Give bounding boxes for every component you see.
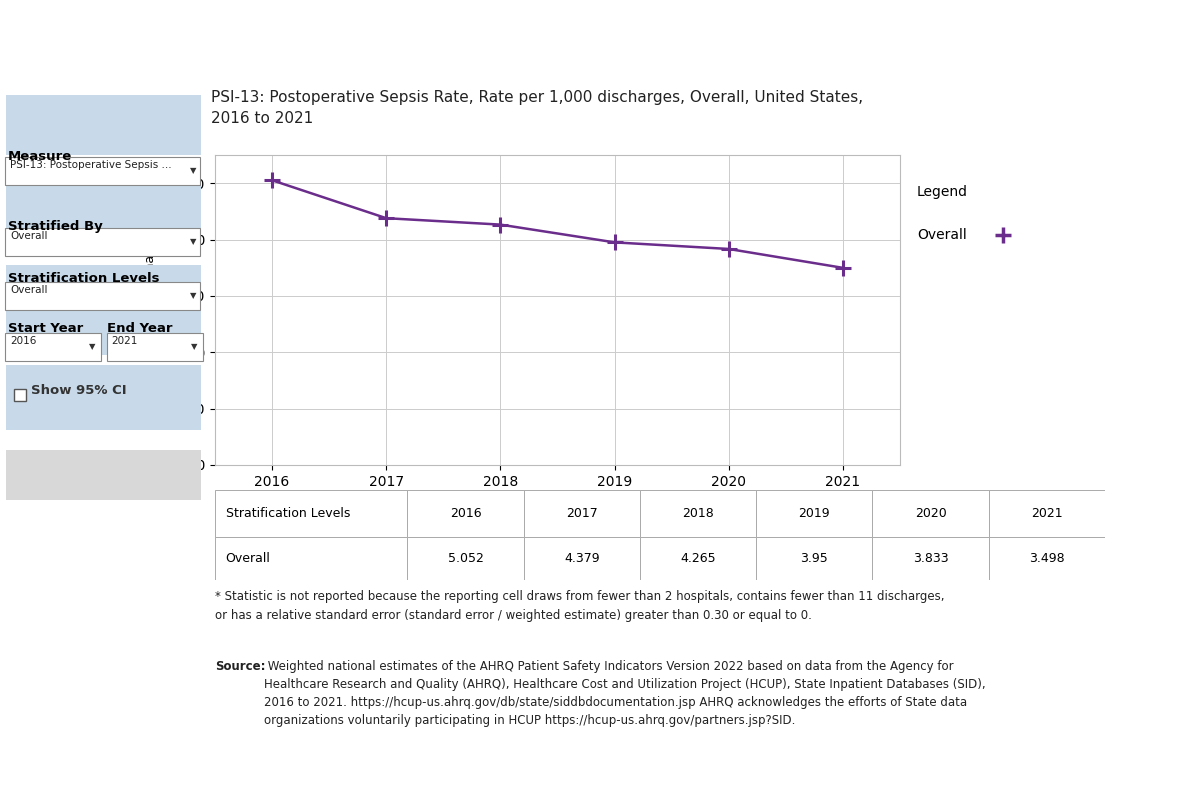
Bar xyxy=(408,537,524,580)
Text: Hospital Patient Safety Indicators: Hospital Patient Safety Indicators xyxy=(393,15,792,35)
Text: 2016: 2016 xyxy=(449,507,481,520)
Bar xyxy=(640,490,756,537)
Bar xyxy=(214,537,408,580)
Bar xyxy=(408,490,524,537)
Bar xyxy=(5,157,200,185)
Text: PSI-13: Postoperative Sepsis ...: PSI-13: Postoperative Sepsis ... xyxy=(9,160,172,170)
Text: Measure: Measure xyxy=(8,150,72,163)
Bar xyxy=(988,490,1104,537)
Bar xyxy=(872,490,988,537)
Bar xyxy=(14,389,26,401)
Text: 2018: 2018 xyxy=(683,507,713,520)
Text: 4.265: 4.265 xyxy=(680,552,716,565)
Text: Start Year: Start Year xyxy=(8,322,83,335)
Text: Overall: Overall xyxy=(917,228,967,242)
Bar xyxy=(5,228,200,256)
Text: 2021: 2021 xyxy=(111,336,139,346)
Text: 2017: 2017 xyxy=(566,507,597,520)
Text: 2021: 2021 xyxy=(1031,507,1063,520)
Bar xyxy=(872,537,988,580)
Text: Source:: Source: xyxy=(214,660,265,673)
Text: Legend: Legend xyxy=(917,185,968,199)
Text: End Year: End Year xyxy=(107,322,172,335)
Bar xyxy=(640,537,756,580)
Text: ▼: ▼ xyxy=(190,292,197,301)
Text: Overall: Overall xyxy=(9,285,47,295)
Text: * Statistic is not reported because the reporting cell draws from fewer than 2 h: * Statistic is not reported because the … xyxy=(214,590,944,622)
Text: ▼: ▼ xyxy=(190,237,197,247)
Text: Overall: Overall xyxy=(225,552,270,565)
Text: Stratified By: Stratified By xyxy=(8,220,103,233)
Bar xyxy=(214,490,408,537)
Text: 3.95: 3.95 xyxy=(800,552,828,565)
Text: 2020: 2020 xyxy=(915,507,947,520)
Bar xyxy=(107,333,203,361)
Bar xyxy=(5,282,200,310)
Text: 2016: 2016 xyxy=(9,336,37,346)
Bar xyxy=(524,490,640,537)
Text: Weighted national estimates of the AHRQ Patient Safety Indicators Version 2022 b: Weighted national estimates of the AHRQ … xyxy=(264,660,986,727)
Bar xyxy=(5,333,101,361)
Text: 2019: 2019 xyxy=(799,507,831,520)
Bar xyxy=(988,537,1104,580)
Text: Show 95% CI: Show 95% CI xyxy=(31,384,127,397)
Bar xyxy=(756,490,872,537)
Text: ▼: ▼ xyxy=(190,166,197,176)
Bar xyxy=(524,537,640,580)
Text: 4.379: 4.379 xyxy=(564,552,600,565)
Text: Stratification Levels: Stratification Levels xyxy=(225,507,350,520)
Bar xyxy=(756,537,872,580)
Text: ▼: ▼ xyxy=(89,343,96,351)
Text: 3.833: 3.833 xyxy=(912,552,948,565)
Text: Stratification Levels: Stratification Levels xyxy=(8,272,160,285)
Text: 3.498: 3.498 xyxy=(1029,552,1064,565)
Text: 5.052: 5.052 xyxy=(448,552,483,565)
Y-axis label: Rate per 1,000 discharges: Rate per 1,000 discharges xyxy=(145,227,158,392)
Text: Overall: Overall xyxy=(9,231,47,241)
Text: ▼: ▼ xyxy=(191,343,197,351)
X-axis label: Year: Year xyxy=(543,494,572,509)
Text: PSI-13: Postoperative Sepsis Rate, Rate per 1,000 discharges, Overall, United St: PSI-13: Postoperative Sepsis Rate, Rate … xyxy=(211,90,863,126)
